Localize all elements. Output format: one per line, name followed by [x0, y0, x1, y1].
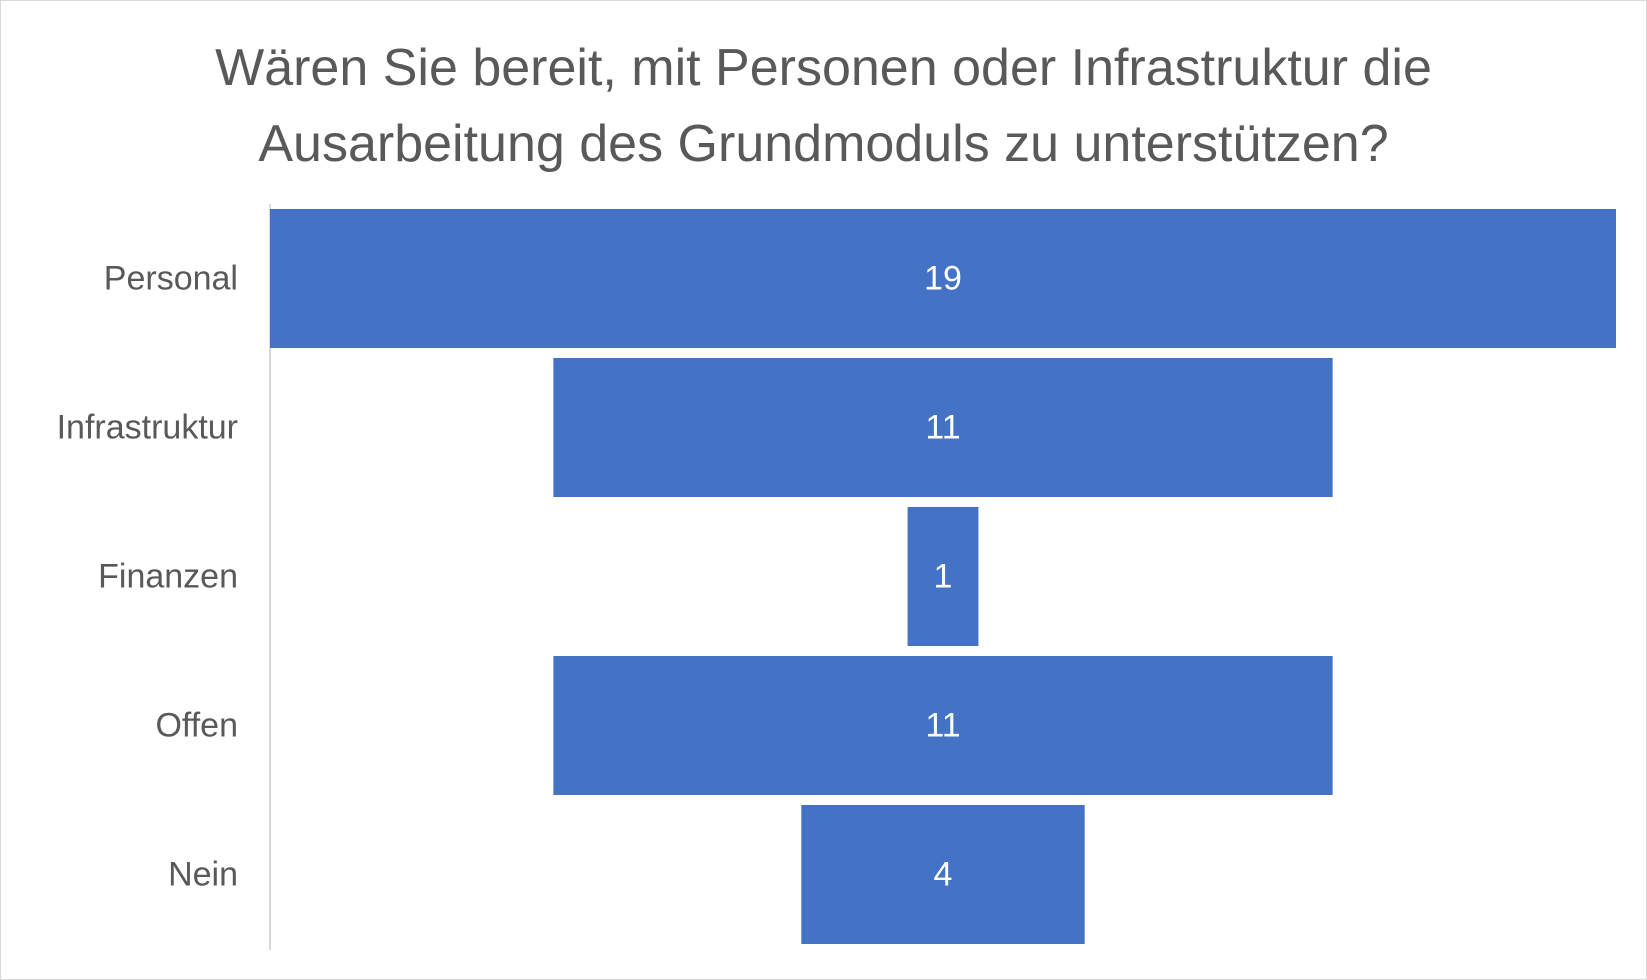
data-label-nein: 4	[934, 856, 953, 894]
bar-infrastruktur	[553, 358, 1333, 497]
data-label-personal: 19	[924, 260, 962, 298]
bar-finanzen	[907, 507, 979, 646]
category-label-infrastruktur: Infrastruktur	[57, 409, 238, 447]
category-labels-group: Personal Infrastruktur Finanzen Offen Nein	[57, 260, 238, 894]
category-label-offen: Offen	[155, 707, 238, 745]
bar-offen	[553, 656, 1333, 795]
data-label-infrastruktur: 11	[925, 409, 960, 447]
data-label-finanzen: 1	[934, 558, 953, 596]
chart-title-line-1: Wären Sie bereit, mit Personen oder Infr…	[215, 39, 1432, 97]
category-label-finanzen: Finanzen	[98, 558, 238, 596]
chart-title-line-2: Ausarbeitung des Grundmoduls zu unterstü…	[258, 115, 1389, 173]
bars-group	[270, 209, 1616, 944]
data-label-offen: 11	[925, 707, 960, 745]
category-label-personal: Personal	[104, 260, 238, 298]
bar-personal	[270, 209, 1616, 348]
category-label-nein: Nein	[168, 856, 238, 894]
bar-nein	[801, 805, 1085, 944]
chart-title: Wären Sie bereit, mit Personen oder Infr…	[0, 30, 1647, 182]
